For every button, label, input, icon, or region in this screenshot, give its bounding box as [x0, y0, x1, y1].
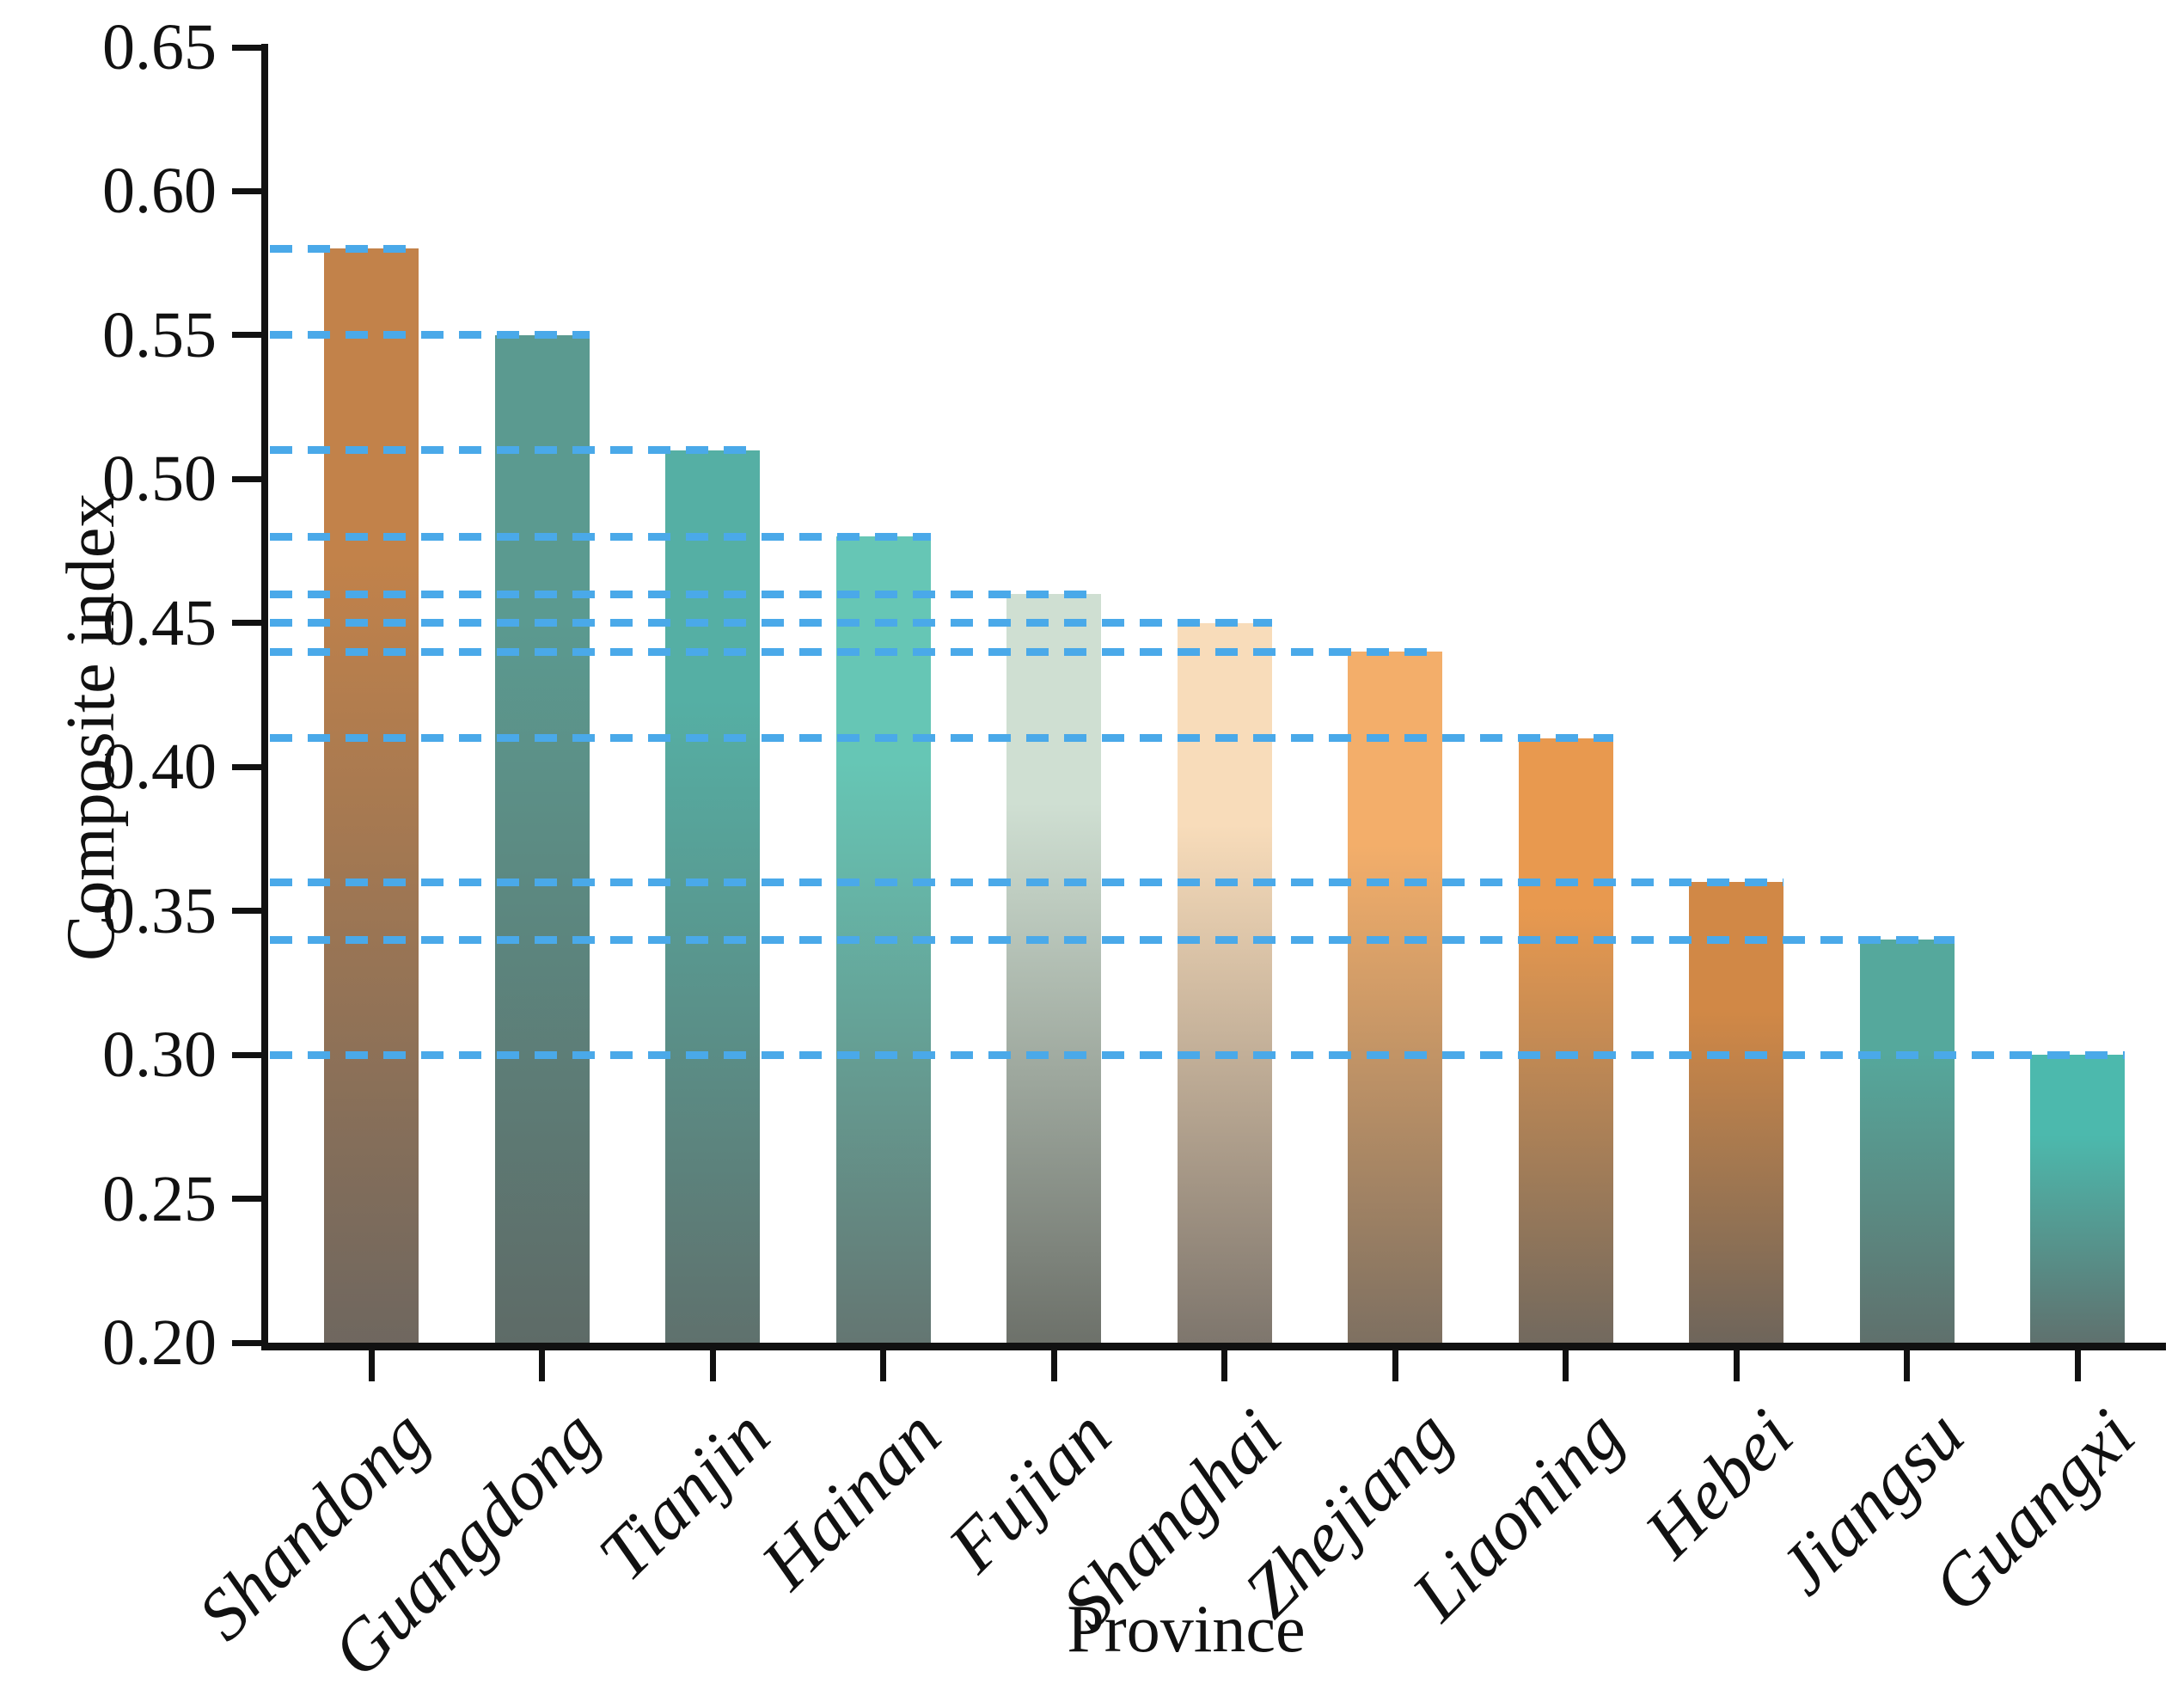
- y-tick-mark: [232, 187, 261, 194]
- guide-line-guangdong: [270, 331, 590, 340]
- x-axis-line: [261, 1343, 2166, 1350]
- y-tick-mark: [232, 908, 261, 915]
- bar-liaoning: [1518, 738, 1613, 1343]
- x-tick-mark: [880, 1350, 886, 1381]
- x-tick-mark: [1050, 1350, 1057, 1381]
- bar-fujian: [1006, 594, 1101, 1343]
- bar-shanghai: [1177, 622, 1272, 1343]
- bar-tianjin: [665, 450, 760, 1343]
- guide-line-zhejiang: [270, 647, 1442, 656]
- x-tick-mark: [709, 1350, 716, 1381]
- guide-line-tianjin: [270, 446, 760, 455]
- x-tick-mark: [2074, 1350, 2081, 1381]
- y-tick-label: 0.55: [102, 298, 217, 371]
- y-tick-mark: [232, 475, 261, 482]
- y-tick-label: 0.30: [102, 1019, 217, 1092]
- y-tick-label: 0.65: [102, 11, 217, 83]
- x-axis-title: Province: [1067, 1591, 1306, 1666]
- bar-guangdong: [494, 334, 590, 1343]
- guide-line-shandong: [270, 244, 419, 253]
- guide-line-guangxi: [270, 1050, 2125, 1059]
- x-tick-label-tianjin: Tianjin: [584, 1394, 786, 1596]
- y-tick-label: 0.40: [102, 731, 217, 804]
- y-tick-label: 0.45: [102, 586, 217, 659]
- x-tick-label-hainan: Hainan: [745, 1394, 956, 1605]
- x-tick-mark: [1221, 1350, 1227, 1381]
- y-tick-label: 0.20: [102, 1307, 217, 1379]
- bar-jiangsu: [1859, 940, 1955, 1343]
- y-tick-mark: [232, 44, 261, 51]
- y-tick-label: 0.25: [102, 1162, 217, 1235]
- x-tick-mark: [1563, 1350, 1569, 1381]
- guide-line-jiangsu: [270, 935, 1955, 944]
- bar-shandong: [324, 248, 419, 1343]
- guide-line-hebei: [270, 878, 1783, 886]
- x-tick-mark: [1733, 1350, 1740, 1381]
- y-tick-mark: [232, 1196, 261, 1203]
- x-tick-mark: [368, 1350, 375, 1381]
- y-tick-label: 0.60: [102, 155, 217, 228]
- y-tick-mark: [232, 620, 261, 627]
- guide-line-hainan: [270, 532, 931, 541]
- y-axis-line: [261, 44, 268, 1350]
- y-tick-mark: [232, 1051, 261, 1058]
- guide-line-shanghai: [270, 619, 1272, 627]
- guide-line-liaoning: [270, 734, 1613, 743]
- bar-hebei: [1689, 882, 1783, 1343]
- y-tick-mark: [232, 332, 261, 339]
- guide-line-fujian: [270, 590, 1101, 598]
- y-tick-mark: [232, 1339, 261, 1346]
- bar-zhejiang: [1348, 652, 1442, 1343]
- x-tick-mark: [1392, 1350, 1398, 1381]
- y-tick-label: 0.35: [102, 874, 217, 947]
- y-tick-label: 0.50: [102, 443, 217, 516]
- bar-guangxi: [2030, 1055, 2125, 1343]
- y-tick-mark: [232, 763, 261, 770]
- x-tick-mark: [539, 1350, 545, 1381]
- x-tick-mark: [1904, 1350, 1910, 1381]
